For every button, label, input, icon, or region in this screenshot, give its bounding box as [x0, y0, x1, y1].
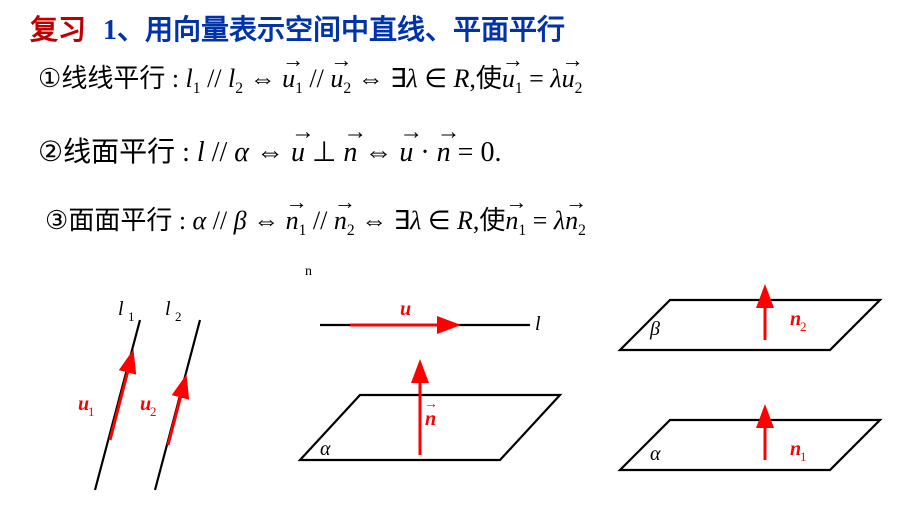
svg-text:u: u	[400, 298, 411, 320]
l1-R: R	[453, 64, 469, 93]
l3-n2b: n	[565, 206, 578, 236]
l3-beta: β	[234, 206, 247, 235]
l2-label: 线面平行 :	[63, 137, 197, 168]
l3-iff2: ⇔ ∃	[355, 206, 410, 235]
l3-lambda2: λ	[554, 206, 565, 235]
line-1: ①线线平行 : l1 // l2 ⇔ u1 // u2 ⇔ ∃λ ∈ R,使u1…	[38, 58, 582, 98]
l1-l2-sub: 2	[235, 80, 243, 97]
l1-iff1: ⇔	[243, 64, 282, 93]
l3-lambda: λ	[410, 206, 421, 235]
svg-text:1: 1	[88, 404, 95, 419]
svg-text:1: 1	[128, 309, 135, 324]
line-2: ②线面平行 : l // α ⇔ u ⊥ n ⇔ u · n = 0.	[38, 130, 501, 170]
l3-n2b-sub: 2	[578, 222, 586, 239]
l1-label: 线线平行 :	[61, 64, 185, 93]
l1-comma: ,使	[469, 64, 502, 93]
l1-u1: u	[282, 64, 295, 94]
l2-u2: u	[399, 137, 413, 169]
l3-n2: n	[334, 206, 347, 236]
l1-u1-sub: 1	[295, 80, 303, 97]
l2-u: u	[291, 137, 305, 169]
l1-iff2: ⇔ ∃	[351, 64, 406, 93]
l2-alpha: α	[234, 137, 249, 168]
l3-n1b: n	[505, 206, 518, 236]
l1-l1-sub: 1	[193, 80, 201, 97]
l3-alpha: α	[193, 206, 207, 235]
svg-text:β: β	[649, 318, 660, 340]
l1-u2b: u	[562, 64, 575, 94]
line-3: ③面面平行 : α // β ⇔ n1 // n2 ⇔ ∃λ ∈ R,使n1 =…	[45, 200, 586, 240]
l2-n2: n	[437, 137, 451, 169]
l1-u1b: u	[502, 64, 515, 94]
svg-text:2: 2	[800, 319, 807, 334]
num-1: ①	[38, 64, 61, 94]
l3-eq: =	[526, 206, 554, 235]
note-n: n	[305, 264, 312, 280]
l3-par2: //	[306, 206, 333, 235]
l1-l1: l	[186, 64, 193, 93]
l2-l: l	[197, 137, 205, 168]
l3-par1: //	[206, 206, 233, 235]
l1-lambda2: λ	[550, 64, 561, 93]
svg-text:l: l	[535, 313, 541, 335]
l3-R: R	[457, 206, 473, 235]
l3-comma: ,使	[473, 206, 506, 235]
num-2: ②	[38, 135, 63, 169]
svg-text:1: 1	[800, 449, 807, 464]
num-3: ③	[45, 206, 68, 236]
l3-in: ∈	[421, 206, 457, 235]
title-row: 复习 1、用向量表示空间中直线、平面平行	[30, 8, 565, 48]
l1-par2: //	[303, 64, 330, 93]
l2-iff1: ⇔	[249, 137, 291, 168]
l1-u2b-sub: 2	[575, 80, 583, 97]
svg-text:α: α	[320, 438, 331, 460]
diagrams-svg: l1l2u1u2uln→αβαn2n1	[0, 280, 920, 518]
l1-par1: //	[201, 64, 228, 93]
l1-eq: =	[523, 64, 551, 93]
svg-text:2: 2	[175, 309, 182, 324]
l1-u1b-sub: 1	[515, 80, 523, 97]
l1-u2: u	[330, 64, 343, 94]
title-main: 1、用向量表示空间中直线、平面平行	[103, 15, 565, 46]
svg-text:l: l	[118, 298, 124, 320]
svg-text:2: 2	[150, 404, 157, 419]
l1-in: ∈	[418, 64, 454, 93]
l3-iff1: ⇔	[247, 206, 286, 235]
l1-lambda: λ	[407, 64, 418, 93]
l2-n: n	[343, 137, 357, 169]
l3-label: 面面平行 :	[68, 206, 192, 235]
l3-n2-sub: 2	[347, 222, 355, 239]
svg-text:l: l	[165, 298, 171, 320]
svg-text:α: α	[650, 443, 661, 465]
l2-par: //	[205, 137, 235, 168]
l3-n1: n	[286, 206, 299, 236]
l1-u2-sub: 2	[343, 80, 351, 97]
svg-text:→: →	[424, 397, 438, 412]
review-label: 复习	[30, 15, 86, 46]
